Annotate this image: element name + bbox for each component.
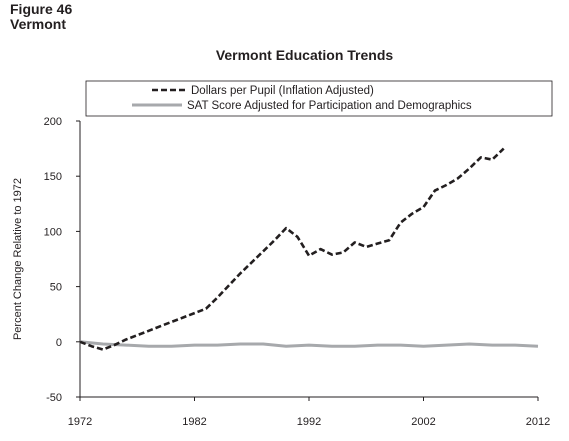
series-line-sat-score [79,340,539,348]
x-tick-label: 1982 [182,416,206,428]
chart-title: Vermont Education Trends [215,47,394,63]
series-line-dollars-per-pupil [79,147,505,351]
y-tick-label: -50 [46,392,62,404]
x-tick-label: 2012 [526,416,550,428]
legend: Dollars per Pupil (Inflation Adjusted) S… [85,80,553,117]
x-tick-label: 1992 [297,416,321,428]
y-tick-label: 150 [44,171,62,183]
figure-state: Vermont [10,16,67,32]
figure-number: Figure 46 [10,1,73,17]
series-layer [79,147,539,351]
legend-frame [85,80,553,117]
y-tick-label: 50 [50,282,62,294]
x-tick-label: 1972 [68,416,92,428]
y-tick-label: 200 [44,116,62,128]
x-tick-labels: 1972 1982 1992 2002 2012 [68,397,550,428]
y-tick-label: 0 [56,337,62,349]
legend-label-dollars: Dollars per Pupil (Inflation Adjusted) [191,85,374,97]
x-tick-label: 2002 [411,416,435,428]
y-axis-title: Percent Change Relative to 1972 [12,178,24,340]
y-tick-label: 100 [44,226,62,238]
y-tick-labels: 200 150 100 50 0 -50 [44,116,80,404]
legend-label-sat: SAT Score Adjusted for Participation and… [187,100,472,112]
